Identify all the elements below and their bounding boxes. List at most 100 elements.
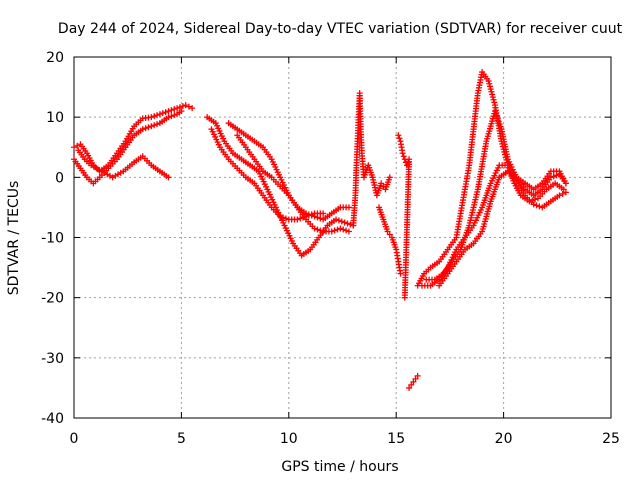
data-point <box>386 231 393 238</box>
data-point <box>533 202 540 209</box>
data-point <box>314 226 321 233</box>
data-point <box>178 108 185 115</box>
data-point <box>560 186 567 193</box>
data-point <box>189 105 196 112</box>
data-point <box>536 203 543 210</box>
data-point <box>395 132 402 139</box>
y-tick-label: 20 <box>46 50 64 66</box>
data-point <box>311 213 318 220</box>
data-point <box>378 180 385 187</box>
data-point <box>308 212 315 219</box>
data-point <box>159 110 166 117</box>
data-point <box>165 114 172 121</box>
axes <box>73 56 612 419</box>
data-point <box>154 121 161 128</box>
data-point <box>165 108 172 115</box>
x-axis-title: GPS time / hours <box>281 459 398 475</box>
data-point <box>148 114 155 121</box>
x-tick-label: 15 <box>387 431 405 447</box>
y-tick-label: -20 <box>41 291 64 307</box>
data-point <box>277 213 284 220</box>
data-point <box>139 126 146 133</box>
data-point <box>408 381 415 388</box>
data-point <box>488 88 495 95</box>
data-point <box>302 210 309 217</box>
data-point <box>156 111 163 118</box>
data-point <box>410 378 417 385</box>
data-point <box>328 228 335 235</box>
data-point <box>532 196 539 203</box>
data-point <box>174 105 181 112</box>
data-point <box>165 174 172 181</box>
data-point <box>148 123 155 130</box>
data-point <box>297 215 304 222</box>
data-point <box>341 219 348 226</box>
x-tick-label: 25 <box>602 431 620 447</box>
data-point <box>384 228 391 235</box>
grid <box>74 57 611 418</box>
data-point <box>401 294 408 301</box>
data-point <box>317 215 324 222</box>
data-point <box>311 225 318 232</box>
data-point <box>562 180 569 187</box>
y-tick-label: -10 <box>41 231 64 247</box>
y-axis-title: SDTVAR / TECUs <box>6 181 22 296</box>
data-point <box>486 80 493 87</box>
data-point <box>556 192 563 199</box>
data-point <box>338 218 345 225</box>
data-point <box>345 204 352 211</box>
data-point <box>345 228 352 235</box>
data-point <box>562 189 569 196</box>
data-point <box>294 216 301 223</box>
y-tick-label: -30 <box>41 351 64 367</box>
data-point <box>168 113 175 120</box>
data-point <box>154 112 161 119</box>
data-point <box>162 109 169 116</box>
chart-title: Day 244 of 2024, Sidereal Day-to-day VTE… <box>58 21 623 37</box>
x-tick-label: 10 <box>280 431 298 447</box>
data-point <box>71 144 77 151</box>
data-point <box>530 201 537 208</box>
data-point <box>399 150 406 157</box>
data-point <box>406 384 413 391</box>
data-point <box>74 142 81 149</box>
x-tick-label: 20 <box>495 431 513 447</box>
data-point <box>171 106 178 113</box>
y-tick-label: 10 <box>46 110 64 126</box>
y-tick-label: 0 <box>55 170 64 186</box>
data-point <box>145 124 152 131</box>
data-point <box>550 173 557 180</box>
data-points <box>71 69 569 391</box>
data-point <box>489 91 496 98</box>
data-point <box>340 226 347 233</box>
data-point <box>485 78 492 85</box>
data-point <box>314 214 321 221</box>
y-tick-label: -40 <box>41 411 64 427</box>
data-point <box>486 83 493 90</box>
data-point <box>333 216 340 223</box>
data-point <box>335 217 342 224</box>
data-point <box>396 135 403 142</box>
x-tick-label: 5 <box>177 431 186 447</box>
data-point <box>490 96 497 103</box>
data-point <box>182 102 189 109</box>
data-point <box>343 227 350 234</box>
data-point <box>412 375 419 382</box>
data-point <box>344 220 351 227</box>
data-point <box>320 210 327 217</box>
data-point <box>489 94 496 101</box>
data-point <box>397 270 404 277</box>
data-point <box>487 86 494 93</box>
data-point <box>151 122 158 129</box>
data-point <box>282 215 289 222</box>
data-point <box>337 225 344 232</box>
x-tick-label: 0 <box>70 431 79 447</box>
data-point <box>168 107 175 114</box>
data-point <box>400 153 407 160</box>
data-point <box>491 99 498 106</box>
data-point <box>317 227 324 234</box>
data-point <box>547 174 554 181</box>
data-point <box>171 112 178 119</box>
data-point <box>142 125 149 132</box>
